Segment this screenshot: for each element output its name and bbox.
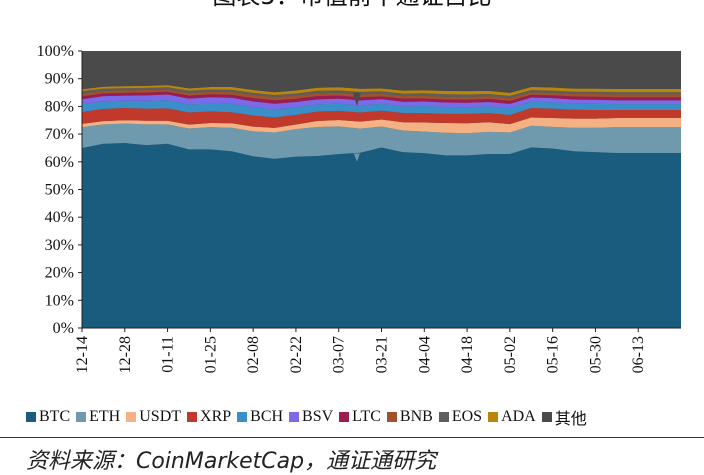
- legend-label: EOS: [451, 408, 483, 425]
- x-tick-label: 05-30: [587, 336, 604, 373]
- x-axis: 12-14 12-28 01-11 01-25 02-08 02-22 03-07 03-21…: [74, 327, 681, 373]
- legend-item: BCH: [237, 408, 283, 426]
- area-series-ada: [82, 85, 681, 96]
- legend-swatch: [289, 412, 300, 422]
- source-divider: [0, 437, 704, 438]
- area-series-bnb: [82, 89, 681, 101]
- dip-eth: [353, 153, 360, 162]
- legend-swatch: [126, 412, 137, 422]
- area-series-ltc: [82, 91, 681, 104]
- legend-label: XRP: [200, 408, 232, 425]
- x-tick-label: 05-02: [502, 336, 519, 373]
- y-tick-label: 40%: [45, 209, 74, 226]
- area-series-btc: [82, 142, 681, 328]
- legend-label: BTC: [39, 408, 71, 425]
- legend-label: BSV: [302, 408, 334, 425]
- legend-item: USDT: [126, 408, 181, 426]
- y-tick-label: 20%: [45, 265, 74, 282]
- x-tick-label: 04-18: [459, 336, 476, 373]
- legend-item: ADA: [488, 408, 536, 426]
- legend-item: LTC: [339, 408, 381, 426]
- x-tick-label: 01-25: [202, 336, 219, 373]
- x-tick-label: 06-13: [630, 336, 647, 373]
- x-tick-label: 03-21: [374, 336, 391, 373]
- legend-swatch: [237, 412, 248, 422]
- x-tick-label: 05-16: [545, 336, 562, 373]
- y-tick-label: 90%: [45, 71, 74, 88]
- y-tick-label: 100%: [37, 43, 74, 60]
- legend-swatch: [339, 412, 350, 422]
- area-series-usdt: [82, 117, 681, 134]
- plot-area: [82, 51, 681, 328]
- area-series-eos: [82, 87, 681, 99]
- source-note: 资料来源：CoinMarketCap，通证通研究: [26, 449, 437, 474]
- legend-item: ETH: [76, 408, 120, 426]
- x-tick-label: 01-11: [160, 336, 177, 373]
- legend-label: ADA: [501, 408, 536, 425]
- area-series-bsv: [82, 94, 681, 110]
- legend-item: BSV: [289, 408, 333, 426]
- area-series-eth: [82, 123, 681, 159]
- y-tick-label: 80%: [45, 98, 74, 115]
- chart-title: 图表5：市值前十通证占比: [0, 0, 704, 11]
- y-tick-label: 70%: [45, 126, 74, 143]
- legend-item: XRP: [187, 408, 231, 426]
- x-tick-label: 04-04: [416, 336, 433, 373]
- y-tick-label: 60%: [45, 154, 74, 171]
- area-series-bch: [82, 100, 681, 118]
- legend-swatch: [26, 412, 36, 422]
- x-tick-label: 03-07: [331, 336, 348, 373]
- x-tick-label: 12-14: [74, 336, 91, 373]
- y-tick-label: 50%: [45, 182, 74, 199]
- legend-label: LTC: [352, 408, 381, 425]
- y-tick-label: 0%: [53, 320, 74, 337]
- x-tick-label: 02-22: [288, 336, 305, 373]
- y-tick-label: 10%: [45, 292, 74, 309]
- legend-item: BNB: [386, 408, 433, 426]
- x-tick-label: 12-28: [117, 336, 134, 373]
- x-tick-label: 02-08: [245, 336, 262, 373]
- legend-swatch: [541, 412, 552, 422]
- legend: BTC ETH USDT XRP BCH BSV LTC BNB EOS ADA 其他: [26, 404, 696, 430]
- y-tick-label: 30%: [45, 237, 74, 254]
- legend-swatch: [488, 412, 499, 422]
- legend-label: ETH: [89, 408, 121, 425]
- legend-label: BCH: [250, 408, 284, 425]
- legend-item: 其他: [541, 405, 587, 429]
- legend-label: BNB: [399, 408, 433, 425]
- area-series-others: [82, 51, 681, 93]
- y-axis: 0% 10% 20% 30% 40% 50% 60% 70% 80% 90% 100%: [37, 43, 83, 337]
- legend-label: 其他: [554, 411, 587, 428]
- legend-swatch: [438, 412, 449, 422]
- dip-others: [352, 92, 361, 107]
- legend-swatch: [187, 412, 198, 422]
- area-series-xrp: [82, 108, 681, 128]
- legend-item: BTC: [26, 408, 70, 426]
- legend-item: EOS: [438, 408, 483, 426]
- legend-swatch: [76, 412, 87, 422]
- legend-label: USDT: [139, 408, 182, 425]
- legend-swatch: [386, 412, 397, 422]
